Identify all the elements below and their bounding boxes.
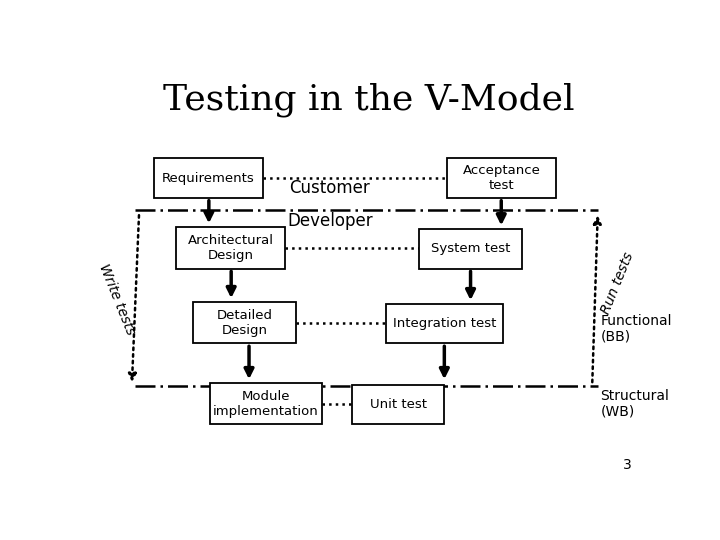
Text: 3: 3 bbox=[623, 458, 631, 472]
Bar bbox=[210, 383, 322, 424]
Text: System test: System test bbox=[431, 242, 510, 255]
Bar bbox=[447, 158, 556, 198]
Bar bbox=[154, 158, 263, 198]
Text: Functional
(BB): Functional (BB) bbox=[600, 314, 672, 344]
Text: Acceptance
test: Acceptance test bbox=[462, 164, 541, 192]
Text: Structural
(WB): Structural (WB) bbox=[600, 389, 670, 419]
Text: Detailed
Design: Detailed Design bbox=[217, 308, 273, 336]
Text: Integration test: Integration test bbox=[392, 317, 496, 330]
Bar bbox=[419, 229, 523, 268]
Text: Run tests: Run tests bbox=[598, 250, 636, 316]
Text: Requirements: Requirements bbox=[162, 172, 255, 185]
Text: Architectural
Design: Architectural Design bbox=[188, 234, 274, 262]
Text: Testing in the V-Model: Testing in the V-Model bbox=[163, 83, 575, 117]
Text: Write tests: Write tests bbox=[96, 262, 138, 338]
Text: Unit test: Unit test bbox=[370, 398, 427, 411]
Text: Customer: Customer bbox=[289, 179, 370, 197]
Text: Developer: Developer bbox=[287, 212, 373, 230]
Bar bbox=[352, 385, 444, 424]
Bar bbox=[386, 304, 503, 343]
Bar bbox=[176, 227, 285, 268]
Text: Module
implementation: Module implementation bbox=[213, 390, 319, 417]
Bar bbox=[193, 302, 297, 343]
